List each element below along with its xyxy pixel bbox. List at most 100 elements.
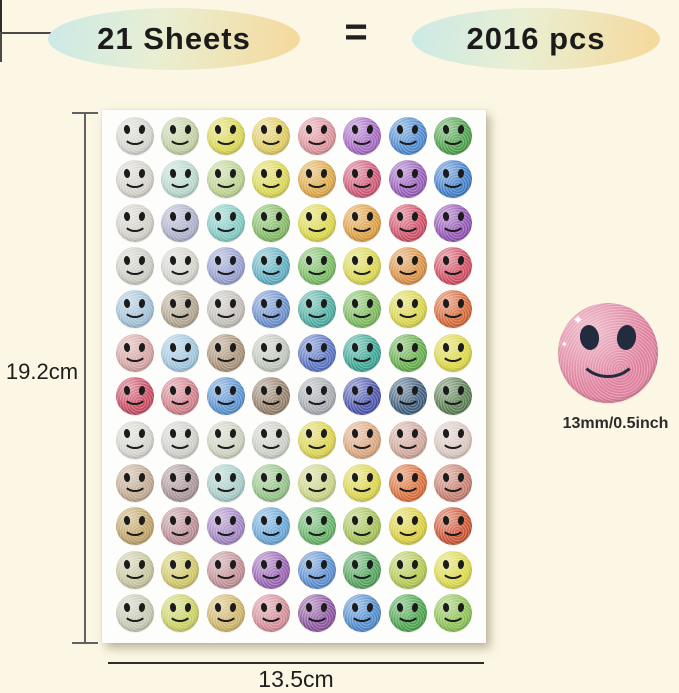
smile [395, 602, 420, 623]
smile [122, 559, 147, 579]
smile [259, 168, 284, 189]
smile [304, 298, 329, 319]
smile [168, 168, 193, 189]
sticker-r3-c3 [206, 203, 245, 242]
smile [122, 255, 147, 276]
sticker-r3-c6 [343, 203, 382, 242]
smile [350, 255, 375, 276]
sticker-r2-c3 [206, 160, 245, 199]
sticker-r3-c5 [297, 203, 336, 242]
smile [122, 168, 147, 189]
smile [350, 602, 375, 623]
sticker-r3-c7 [388, 203, 427, 242]
sticker-r11-c3 [206, 550, 245, 589]
sticker-r6-c7 [388, 333, 427, 372]
smile [350, 212, 375, 232]
smile [168, 342, 193, 362]
sticker-r2-c8 [434, 160, 473, 199]
sticker-r7-c7 [388, 377, 427, 416]
smile [168, 125, 193, 145]
sticker-r10-c3 [206, 507, 245, 546]
smile [395, 429, 420, 449]
sticker-r3-c8 [434, 203, 473, 242]
smile [213, 168, 238, 189]
smile [259, 472, 284, 493]
sticker-r5-c4 [252, 290, 291, 329]
pieces-count-badge: 2016 pcs [412, 8, 660, 70]
sticker-r9-c1 [115, 464, 154, 503]
smile [350, 429, 375, 449]
smile [213, 298, 238, 319]
sticker-r7-c6 [343, 377, 382, 416]
sticker-r10-c7 [388, 507, 427, 546]
sticker-r8-c5 [297, 420, 336, 459]
sticker-r3-c2 [161, 203, 200, 242]
smile [304, 472, 329, 493]
smile [441, 255, 466, 276]
sticker-r2-c5 [297, 160, 336, 199]
sticker-r8-c8 [434, 420, 473, 459]
sticker-grid [112, 114, 476, 635]
sticker-r12-c8 [434, 594, 473, 633]
sticker-r5-c8 [434, 290, 473, 329]
smile [168, 212, 193, 232]
smile [213, 255, 238, 276]
sticker-r11-c8 [434, 550, 473, 589]
height-dimension-tick-top [72, 112, 98, 114]
sticker-r7-c2 [161, 377, 200, 416]
sticker-r10-c2 [161, 507, 200, 546]
sticker-r11-c2 [161, 550, 200, 589]
sticker-r8-c1 [115, 420, 154, 459]
sticker-r6-c8 [434, 333, 473, 372]
smile [168, 385, 193, 406]
smile [350, 559, 375, 579]
sticker-r10-c4 [252, 507, 291, 546]
sheets-count-label: 21 Sheets [97, 21, 251, 56]
smile [350, 342, 375, 362]
sticker-r12-c5 [297, 594, 336, 633]
sticker-r8-c4 [252, 420, 291, 459]
smile [304, 515, 329, 536]
smile [213, 125, 238, 145]
sticker-r5-c1 [115, 290, 154, 329]
sticker-r9-c6 [343, 464, 382, 503]
sticker-r10-c5 [297, 507, 336, 546]
smile [350, 125, 375, 145]
sticker-r1-c1 [115, 116, 154, 155]
height-dimension-line [84, 113, 86, 644]
smile [441, 212, 466, 232]
smile [122, 515, 147, 536]
smile [441, 385, 466, 406]
smile [304, 385, 329, 406]
smile [168, 602, 193, 623]
smile [304, 125, 329, 145]
smile [395, 385, 420, 406]
sticker-r11-c1 [115, 550, 154, 589]
smile [168, 298, 193, 319]
smile [304, 168, 329, 189]
smile [213, 212, 238, 232]
sticker-r2-c2 [161, 160, 200, 199]
sticker-r8-c6 [343, 420, 382, 459]
height-dimension-tick-bottom [72, 642, 98, 644]
smile [259, 255, 284, 276]
sticker-r12-c7 [388, 594, 427, 633]
sticker-r4-c1 [115, 246, 154, 285]
smile [259, 298, 284, 319]
smile [122, 342, 147, 362]
sticker-r2-c6 [343, 160, 382, 199]
smile [350, 472, 375, 493]
sticker-r5-c5 [297, 290, 336, 329]
sticker-r6-c1 [115, 333, 154, 372]
sticker-r4-c4 [252, 246, 291, 285]
smile [122, 125, 147, 145]
smile [168, 515, 193, 536]
smile [304, 429, 329, 449]
smile [441, 559, 466, 579]
sticker-r6-c6 [343, 333, 382, 372]
sheet-height-label: 19.2cm [5, 359, 79, 384]
sheets-count-badge: 21 Sheets [48, 8, 300, 70]
sticker-r7-c3 [206, 377, 245, 416]
sticker-sheet [102, 110, 486, 643]
